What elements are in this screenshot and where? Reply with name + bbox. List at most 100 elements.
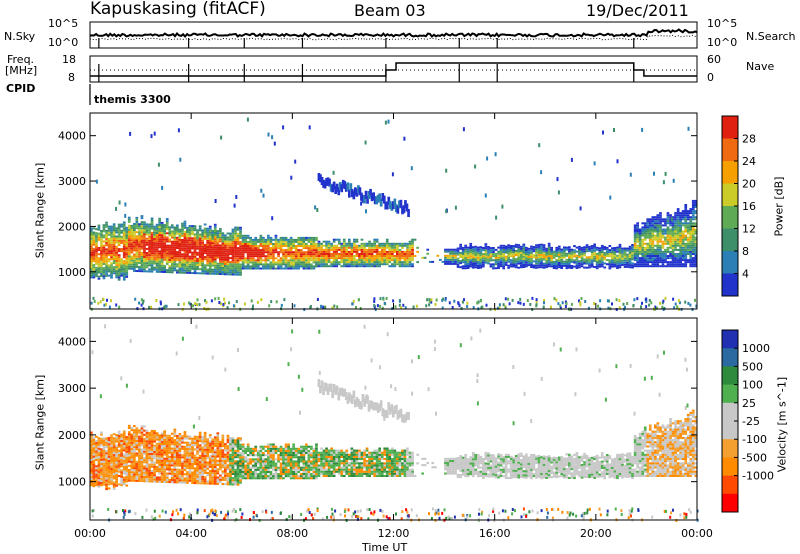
power-cell xyxy=(641,250,645,253)
power-cell xyxy=(294,263,298,266)
power-cell xyxy=(211,229,215,232)
power-cell xyxy=(211,272,215,275)
power-cell xyxy=(183,259,187,262)
power-cell xyxy=(509,249,513,251)
power-cell xyxy=(92,231,96,234)
power-cell xyxy=(563,246,566,249)
power-cell xyxy=(686,240,690,243)
power-cell xyxy=(580,257,584,260)
power-cell xyxy=(477,300,480,304)
velocity-cell xyxy=(95,435,98,438)
power-cell xyxy=(633,234,637,237)
power-cell xyxy=(254,261,258,264)
power-cell xyxy=(274,267,278,270)
power-cell xyxy=(568,252,571,255)
power-cell xyxy=(365,250,369,253)
power-cell xyxy=(340,244,344,247)
power-cell xyxy=(107,254,111,257)
power-cell xyxy=(353,246,356,249)
velocity-cell xyxy=(173,462,177,465)
power-cell xyxy=(196,298,199,302)
power-cell xyxy=(466,252,470,255)
power-cell xyxy=(138,253,141,256)
power-cell xyxy=(643,248,647,251)
power-cell xyxy=(254,259,258,262)
power-cell xyxy=(451,256,455,259)
power-cell xyxy=(540,170,543,175)
power-cell xyxy=(616,159,619,164)
power-cell xyxy=(664,218,667,221)
power-cell xyxy=(621,261,624,264)
power-cell xyxy=(92,274,96,277)
power-cell xyxy=(220,135,223,140)
power-cell xyxy=(284,240,288,243)
power-cell xyxy=(246,255,250,258)
power-cell xyxy=(661,259,665,262)
power-cell xyxy=(203,245,207,248)
velocity-cell xyxy=(135,437,139,440)
power-cell xyxy=(676,218,680,221)
power-cell xyxy=(153,256,156,259)
velocity-cell xyxy=(117,432,121,435)
power-cell xyxy=(246,261,250,264)
power-cell xyxy=(451,254,455,257)
power-cell xyxy=(520,256,523,258)
power-cell xyxy=(378,244,381,247)
velocity-cell xyxy=(95,446,98,449)
power-cell xyxy=(112,255,116,258)
power-cell xyxy=(444,258,447,261)
power-cell xyxy=(499,248,503,251)
power-cell xyxy=(218,301,221,304)
power-cell xyxy=(641,228,645,231)
power-cell xyxy=(163,248,166,251)
velocity-cell xyxy=(120,448,123,451)
power-cell xyxy=(641,222,645,225)
power-cell xyxy=(236,255,240,258)
power-cell xyxy=(646,218,650,221)
power-cell xyxy=(213,256,217,259)
power-cell xyxy=(178,245,182,247)
power-cell xyxy=(127,218,131,221)
power-cell xyxy=(118,200,121,205)
power-cell xyxy=(305,257,308,260)
power-cell xyxy=(686,224,690,227)
power-cell xyxy=(681,238,685,241)
velocity-cell xyxy=(158,472,161,475)
velocity-cell xyxy=(148,442,151,445)
velocity-cell xyxy=(160,432,164,435)
velocity-cell xyxy=(155,449,159,452)
power-cell xyxy=(671,242,675,245)
power-cell xyxy=(381,193,385,201)
power-cell xyxy=(664,242,667,245)
power-cell xyxy=(611,251,614,254)
power-cell xyxy=(494,257,498,259)
power-cell xyxy=(160,238,164,241)
power-cell xyxy=(464,257,467,259)
power-cell xyxy=(97,247,101,249)
power-cell xyxy=(208,233,212,236)
power-cell xyxy=(616,250,619,253)
power-cell xyxy=(196,257,199,260)
power-cell xyxy=(464,250,467,253)
power-cell xyxy=(189,302,192,306)
power-cell xyxy=(196,237,199,240)
power-cell xyxy=(676,212,680,215)
power-cell xyxy=(474,252,478,254)
power-cell xyxy=(198,239,202,242)
power-cell xyxy=(246,234,250,237)
power-cell xyxy=(611,249,614,252)
power-cell xyxy=(408,253,412,255)
power-cell xyxy=(651,238,655,241)
power-cell xyxy=(385,242,389,245)
velocity-cell xyxy=(97,454,101,457)
power-cell xyxy=(216,252,220,255)
power-cell xyxy=(530,264,533,266)
velocity-cell xyxy=(143,478,146,481)
power-cell xyxy=(100,260,103,263)
power-cell xyxy=(122,245,126,248)
power-cell xyxy=(502,246,505,249)
power-cell xyxy=(674,214,677,217)
power-cell xyxy=(408,263,412,266)
power-cell xyxy=(259,261,263,264)
